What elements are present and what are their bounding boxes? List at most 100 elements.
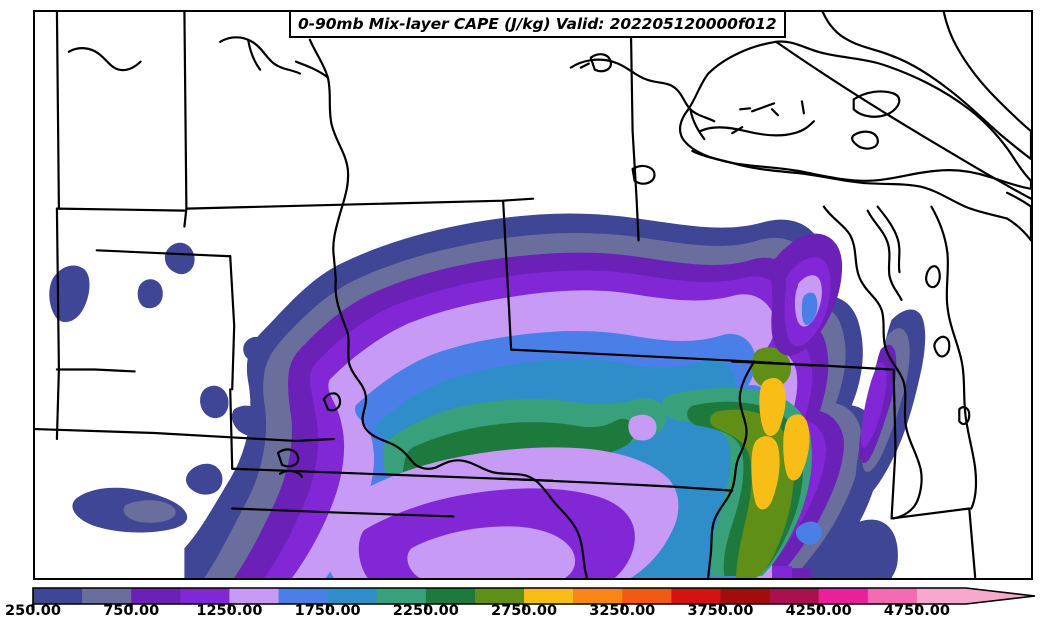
- canada-north-coast: [821, 12, 1031, 161]
- map-title-box: 0-90mb Mix-layer CAPE (J/kg) Valid: 2022…: [289, 10, 786, 38]
- border-il-east: [890, 368, 897, 520]
- colorbar-segment: [278, 588, 329, 604]
- cape-pocket-b: [795, 521, 822, 545]
- river-mississippi: [707, 360, 756, 578]
- border-ks-mo: [231, 507, 455, 518]
- border-mn-ia: [502, 199, 513, 351]
- lake-huron-north: [1006, 191, 1031, 242]
- colorbar-segment: [622, 588, 672, 604]
- border-co-ks: [229, 388, 234, 470]
- lake-michigan-mark2: [933, 335, 951, 358]
- border-sd-ne: [35, 427, 335, 443]
- lake-michigan-east: [930, 205, 978, 510]
- river-missouri-sd-ne: [334, 279, 588, 578]
- colorbar-segment: [33, 588, 83, 604]
- cape-pocket-c: [628, 414, 657, 441]
- colorbar-tick-label: 250.00: [5, 603, 61, 619]
- border-mt-wy: [55, 207, 186, 212]
- colorbar-segment: [524, 588, 574, 604]
- map-title-text: 0-90mb Mix-layer CAPE (J/kg) Valid: 2022…: [298, 15, 777, 33]
- river-ia-small: [278, 469, 304, 478]
- colorbar-segment: [573, 588, 623, 604]
- river-nd-2: [247, 38, 262, 71]
- river-mt-1: [67, 47, 142, 72]
- cape-patch-west-10: [164, 242, 195, 275]
- cape-patch-west-3: [200, 385, 229, 419]
- lake-mn-1: [699, 120, 815, 137]
- colorbar-tick-label: 3250.00: [589, 603, 656, 619]
- colorbar: 250.00 750.00 1250.00 1750.00 2250.00 2750.00…: [0, 585, 1042, 633]
- colorbar-segment: [769, 588, 820, 604]
- lake-island-canada: [851, 130, 879, 150]
- lake-small-co: [276, 448, 300, 468]
- colorbar-segment: [818, 588, 869, 604]
- colorbar-segment: [229, 588, 280, 604]
- lake-mn-small-3: [579, 62, 590, 69]
- colorbar-segment: [327, 588, 378, 604]
- colorbar-tick-label: 1750.00: [294, 603, 361, 619]
- lake-mn-small-1: [589, 53, 612, 73]
- colorbar-outline: [32, 587, 1036, 605]
- colorbar-extend-max-arrow: [966, 588, 1035, 604]
- colorbar-tick-label: 2250.00: [392, 603, 459, 619]
- cape-band-east-edge-1000-1250: [860, 362, 887, 448]
- cape-patch-west-2: [137, 279, 163, 309]
- canada-border-line: [774, 40, 1031, 200]
- colorbar-segment: [720, 588, 771, 604]
- colorbar-segment: [180, 588, 231, 604]
- cape-band-ne-wisconsin-1500-1750: [801, 292, 818, 326]
- colorbar-segment: [916, 588, 967, 604]
- lake-michigan-mark3: [958, 406, 971, 426]
- lake-superior-isle-royale: [751, 102, 776, 113]
- colorbar-tick-label: 1250.00: [196, 603, 263, 619]
- cape-pocket-a: [574, 403, 595, 423]
- border-wi-il: [731, 360, 893, 371]
- colorbar-segment: [131, 588, 181, 604]
- up-south-shore: [691, 149, 1009, 220]
- cape-patch-west-8: [243, 336, 269, 363]
- colorbar-segment: [82, 588, 132, 604]
- colorbar-segment: [867, 588, 918, 604]
- border-in-north: [890, 507, 971, 520]
- border-ia-mo: [498, 477, 734, 492]
- colorbar-segment: [474, 588, 525, 604]
- cape-band-2750-3000-max-north: [759, 378, 786, 436]
- lake-superior-apostle: [770, 108, 780, 117]
- cape-band-south-edge-250-500: [811, 519, 898, 578]
- colorbar-tick-label: 3750.00: [687, 603, 754, 619]
- green-bay: [866, 209, 903, 302]
- lake-sd-oahe: [322, 392, 342, 412]
- river-minnesota: [569, 58, 716, 123]
- colorbar-segment: [671, 588, 722, 604]
- cape-patch-west-7: [123, 500, 176, 523]
- river-red-branch: [294, 60, 329, 79]
- lake-superior-keweenaw: [852, 90, 901, 118]
- cape-patch-west-1: [49, 265, 90, 323]
- river-mn-branch: [689, 108, 706, 141]
- colorbar-tick-label: 4750.00: [883, 603, 950, 619]
- lake-mn-small-2: [631, 164, 656, 185]
- lake-michigan-west: [822, 205, 923, 520]
- geography-lines: [35, 12, 1031, 578]
- colorbar-tick-label: 750.00: [103, 603, 160, 619]
- cape-patch-west-5: [185, 463, 223, 495]
- colorbar-svg: [31, 587, 1036, 610]
- colorbar-tick-label: 4250.00: [785, 603, 852, 619]
- door-peninsula: [876, 205, 901, 274]
- lake-superior-mark1: [739, 107, 752, 111]
- cape-band-2500-2750-b: [752, 347, 792, 388]
- cape-band-2750-3000-max-center: [751, 436, 780, 510]
- lake-michigan-mark1: [925, 265, 941, 289]
- cape-band-2750-3000-max-south: [783, 414, 810, 481]
- border-wy-ne-vert: [229, 255, 236, 391]
- cape-band-sw-1250-1500-inner: [407, 526, 576, 578]
- lake-superior-mark2: [800, 100, 806, 115]
- colorbar-segment: [376, 588, 427, 604]
- colorbar-segment: [425, 588, 476, 604]
- river-nd-1: [219, 36, 302, 75]
- colorbar-tick-label: 2750.00: [491, 603, 558, 619]
- border-id-mt: [55, 12, 60, 210]
- cape-contour-map: [35, 12, 1031, 578]
- border-il-in: [968, 507, 977, 578]
- map-plot-area: [33, 10, 1033, 580]
